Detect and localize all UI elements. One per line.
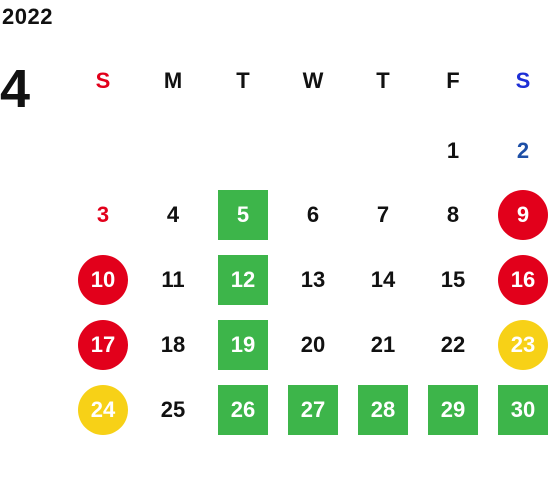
day-number: 20 <box>300 332 326 357</box>
day-number: 8 <box>446 202 460 227</box>
day-number: 18 <box>160 332 186 357</box>
calendar-day[interactable]: 27 <box>286 385 340 435</box>
day-number: 19 <box>218 320 268 370</box>
calendar-day[interactable]: 22 <box>426 320 480 370</box>
calendar-day[interactable]: 17 <box>76 320 130 370</box>
calendar-day[interactable]: 16 <box>496 255 548 305</box>
day-number: 12 <box>218 255 268 305</box>
calendar-day[interactable]: 8 <box>426 190 480 240</box>
calendar-day[interactable]: 28 <box>356 385 410 435</box>
calendar-day[interactable]: 14 <box>356 255 410 305</box>
calendar-day[interactable]: 6 <box>286 190 340 240</box>
day-number: 7 <box>376 202 390 227</box>
calendar-day[interactable]: 20 <box>286 320 340 370</box>
calendar-day[interactable]: 24 <box>76 385 130 435</box>
weekday-header: S <box>515 68 531 93</box>
day-number: 6 <box>306 202 320 227</box>
day-number: 13 <box>300 267 326 292</box>
day-number: 29 <box>428 385 478 435</box>
day-number: 16 <box>498 255 548 305</box>
day-number: 24 <box>78 385 128 435</box>
day-number: 22 <box>440 332 466 357</box>
weekday-header: F <box>446 68 460 93</box>
calendar-day[interactable]: 4 <box>146 190 200 240</box>
day-number: 27 <box>288 385 338 435</box>
day-number: 5 <box>218 190 268 240</box>
calendar-day[interactable]: 9 <box>496 190 548 240</box>
day-number: 10 <box>78 255 128 305</box>
calendar-day[interactable]: 30 <box>496 385 548 435</box>
calendar-day[interactable]: 25 <box>146 385 200 435</box>
weekday-header: T <box>376 68 390 93</box>
calendar-day[interactable]: 21 <box>356 320 410 370</box>
calendar-day[interactable]: 13 <box>286 255 340 305</box>
day-number: 17 <box>78 320 128 370</box>
calendar-day[interactable]: 10 <box>76 255 130 305</box>
weekday-header: S <box>95 68 111 93</box>
day-number: 21 <box>370 332 396 357</box>
calendar-day[interactable]: 18 <box>146 320 200 370</box>
day-number: 1 <box>446 138 460 163</box>
calendar-day[interactable]: 1 <box>426 126 480 176</box>
calendar-day[interactable]: 11 <box>146 255 200 305</box>
day-number: 2 <box>516 138 530 163</box>
calendar-day[interactable]: 29 <box>426 385 480 435</box>
calendar-day[interactable]: 19 <box>216 320 270 370</box>
day-number: 26 <box>218 385 268 435</box>
day-number: 15 <box>440 267 466 292</box>
day-number: 30 <box>498 385 548 435</box>
year-label: 2022 <box>2 4 53 29</box>
calendar-day[interactable]: 23 <box>496 320 548 370</box>
calendar-day[interactable]: 7 <box>356 190 410 240</box>
day-number: 28 <box>358 385 408 435</box>
calendar-day[interactable]: 12 <box>216 255 270 305</box>
weekday-header: W <box>302 68 324 93</box>
calendar-day[interactable]: 2 <box>496 126 548 176</box>
month-label: 4 <box>0 59 31 119</box>
day-number: 25 <box>160 397 186 422</box>
day-number: 14 <box>370 267 396 292</box>
weekday-header: T <box>236 68 250 93</box>
day-number: 11 <box>161 267 185 292</box>
day-number: 23 <box>498 320 548 370</box>
day-number: 3 <box>96 202 110 227</box>
calendar-day[interactable]: 15 <box>426 255 480 305</box>
calendar-day[interactable]: 3 <box>76 190 130 240</box>
day-number: 9 <box>498 190 548 240</box>
calendar-day[interactable]: 5 <box>216 190 270 240</box>
day-number: 4 <box>166 202 180 227</box>
weekday-header: M <box>163 68 183 93</box>
calendar-day[interactable]: 26 <box>216 385 270 435</box>
